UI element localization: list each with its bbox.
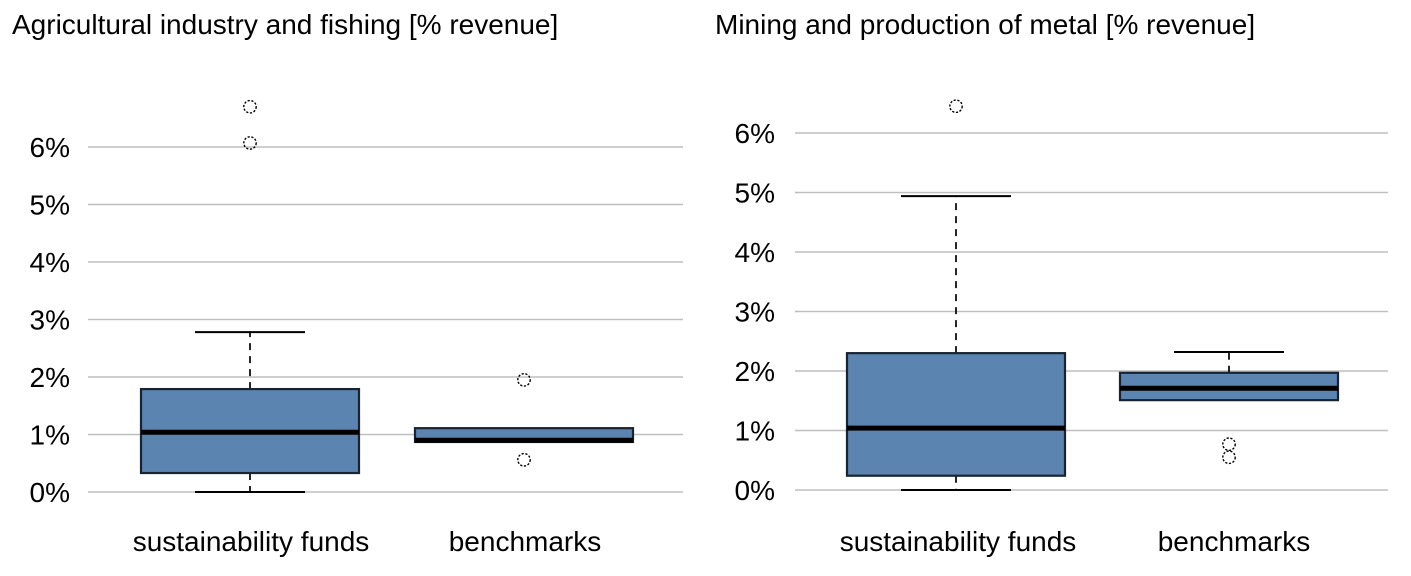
x-category-label: sustainability funds xyxy=(840,526,1077,557)
y-tick-label: 1% xyxy=(735,415,775,446)
y-tick-label: 5% xyxy=(735,177,775,208)
y-tick-label: 0% xyxy=(30,477,70,508)
y-tick-label: 0% xyxy=(735,475,775,506)
outlier-point xyxy=(517,452,531,467)
outlier-point xyxy=(243,99,257,114)
y-tick-label: 3% xyxy=(30,304,70,335)
outlier-point xyxy=(1222,450,1236,465)
chart-title-agriculture: Agricultural industry and fishing [% rev… xyxy=(12,9,559,40)
y-tick-label: 2% xyxy=(735,356,775,387)
outlier-point xyxy=(1222,437,1236,452)
y-tick-label: 5% xyxy=(30,189,70,220)
iqr-box xyxy=(845,352,1067,477)
outlier-point xyxy=(517,372,531,387)
chart-title-mining: Mining and production of metal [% revenu… xyxy=(715,9,1256,40)
outlier-point xyxy=(243,136,257,150)
outlier-point xyxy=(949,99,963,114)
y-tick-label: 6% xyxy=(30,132,70,163)
x-category-label: benchmarks xyxy=(1158,526,1311,557)
y-tick-label: 2% xyxy=(30,362,70,393)
y-tick-label: 4% xyxy=(735,237,775,268)
y-tick-label: 3% xyxy=(735,296,775,327)
y-tick-label: 4% xyxy=(30,247,70,278)
x-category-label: benchmarks xyxy=(449,526,602,557)
y-tick-label: 6% xyxy=(735,118,775,149)
x-category-label: sustainability funds xyxy=(133,526,370,557)
y-tick-label: 1% xyxy=(30,419,70,450)
